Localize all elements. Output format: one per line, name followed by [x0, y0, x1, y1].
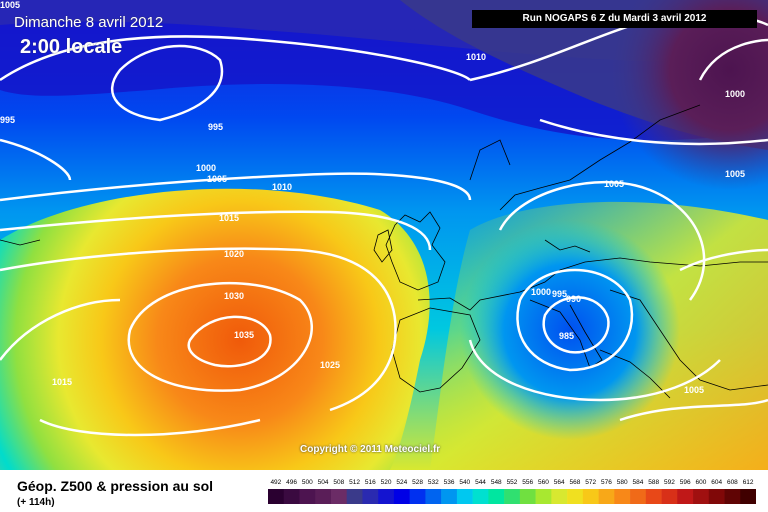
isobar-label: 1035 [234, 330, 254, 340]
legend-tick-label: 520 [381, 479, 392, 486]
isobar-label: 985 [559, 331, 574, 341]
legend-swatch [299, 489, 316, 504]
legend-tick-label: 600 [695, 479, 706, 486]
isobar-label: 1000 [196, 163, 216, 173]
legend-swatch [362, 489, 379, 504]
legend-tick-label: 540 [459, 479, 470, 486]
isobar-label: 1005 [725, 169, 745, 179]
legend-swatch [677, 489, 694, 504]
legend-tick-label: 528 [412, 479, 423, 486]
legend-swatch [378, 489, 395, 504]
legend-swatch [724, 489, 741, 504]
legend-swatch [630, 489, 647, 504]
isobar-label: 1000 [725, 89, 745, 99]
isobar-label: 1005 [604, 179, 624, 189]
legend-swatch [551, 489, 568, 504]
isobar-label: 995 [0, 115, 15, 125]
legend-tick-label: 504 [318, 479, 329, 486]
isobar-label: 1010 [272, 182, 292, 192]
legend-tick-label: 596 [680, 479, 691, 486]
legend-tick-label: 508 [333, 479, 344, 486]
forecast-time: 2:00 locale [20, 36, 123, 58]
legend-swatch [393, 489, 410, 504]
legend-tick-label: 552 [507, 479, 518, 486]
isobar-label: 990 [566, 294, 581, 304]
isobar-label: 1010 [466, 52, 486, 62]
legend-swatch [488, 489, 505, 504]
legend-swatch [535, 489, 552, 504]
isobar-label: 1020 [224, 249, 244, 259]
legend-swatch [645, 489, 662, 504]
isobar-label: 1015 [219, 213, 239, 223]
legend-swatch [409, 489, 426, 504]
legend-tick-label: 588 [648, 479, 659, 486]
legend-tick-label: 568 [570, 479, 581, 486]
legend-tick-label: 548 [491, 479, 502, 486]
legend-swatch [268, 489, 285, 504]
isobar-label: 1005 [0, 0, 20, 10]
legend-tick-label: 516 [365, 479, 376, 486]
coastlines [0, 104, 768, 399]
legend-swatch [425, 489, 442, 504]
legend-swatch [346, 489, 363, 504]
legend-swatch [661, 489, 678, 504]
legend-tick-label: 512 [349, 479, 360, 486]
legend-swatch [283, 489, 300, 504]
isobar-label: 1025 [320, 360, 340, 370]
legend-tick-label: 532 [428, 479, 439, 486]
model-run-label: Run NOGAPS 6 Z du Mardi 3 avril 2012 [472, 10, 757, 28]
legend-tick-label: 500 [302, 479, 313, 486]
legend-tick-label: 564 [554, 479, 565, 486]
forecast-lead-time: (+ 114h) [17, 497, 55, 508]
legend-swatch [519, 489, 536, 504]
legend-tick-label: 604 [711, 479, 722, 486]
legend-swatch [582, 489, 599, 504]
legend-tick-label: 496 [286, 479, 297, 486]
legend-swatch [693, 489, 710, 504]
legend-swatch [567, 489, 584, 504]
legend-swatch [441, 489, 458, 504]
isobar-lines [0, 12, 768, 437]
legend-tick-label: 524 [396, 479, 407, 486]
legend-tick-label: 556 [522, 479, 533, 486]
legend-tick-label: 592 [664, 479, 675, 486]
legend-tick-label: 536 [444, 479, 455, 486]
legend-swatch [598, 489, 615, 504]
legend-tick-label: 608 [727, 479, 738, 486]
legend-swatch [708, 489, 725, 504]
legend-tick-label: 544 [475, 479, 486, 486]
isobar-label: 1030 [224, 291, 244, 301]
legend-swatch [456, 489, 473, 504]
legend-swatch [614, 489, 631, 504]
isobar-label: 1000 [531, 287, 551, 297]
legend-tick-label: 560 [538, 479, 549, 486]
legend-tick-label: 580 [617, 479, 628, 486]
legend-swatch [315, 489, 332, 504]
map-title: Géop. Z500 & pression au sol [17, 478, 214, 494]
weather-map: 1010 1005 995 995 1000 1000 1005 1010 10… [0, 0, 768, 470]
legend-swatch [504, 489, 521, 504]
isobar-label: 995 [208, 122, 223, 132]
color-field [0, 0, 768, 470]
isobar-label-group: 1010 1005 995 995 1000 1000 1005 1010 10… [0, 0, 745, 395]
legend-swatch [330, 489, 348, 504]
footer-bar: Géop. Z500 & pression au sol (+ 114h) 49… [0, 470, 768, 512]
color-scale-legend: 492 496 500 504 508 512 516 520 524 528 532 536 540 5… [268, 479, 756, 504]
copyright-notice: Copyright © 2011 Meteociel.fr [300, 444, 441, 455]
legend-swatch [472, 489, 489, 504]
isobar-label: 1005 [207, 174, 227, 184]
legend-swatch [740, 489, 756, 504]
isobar-label: 1015 [52, 377, 72, 387]
legend-tick-label: 492 [270, 479, 281, 486]
legend-tick-label: 576 [601, 479, 612, 486]
legend-tick-label: 572 [585, 479, 596, 486]
isobar-label: 995 [552, 289, 567, 299]
legend-tick-label: 612 [743, 479, 754, 486]
forecast-date: Dimanche 8 avril 2012 [14, 14, 164, 31]
isobar-label: 1005 [684, 385, 704, 395]
legend-tick-label: 584 [633, 479, 644, 486]
